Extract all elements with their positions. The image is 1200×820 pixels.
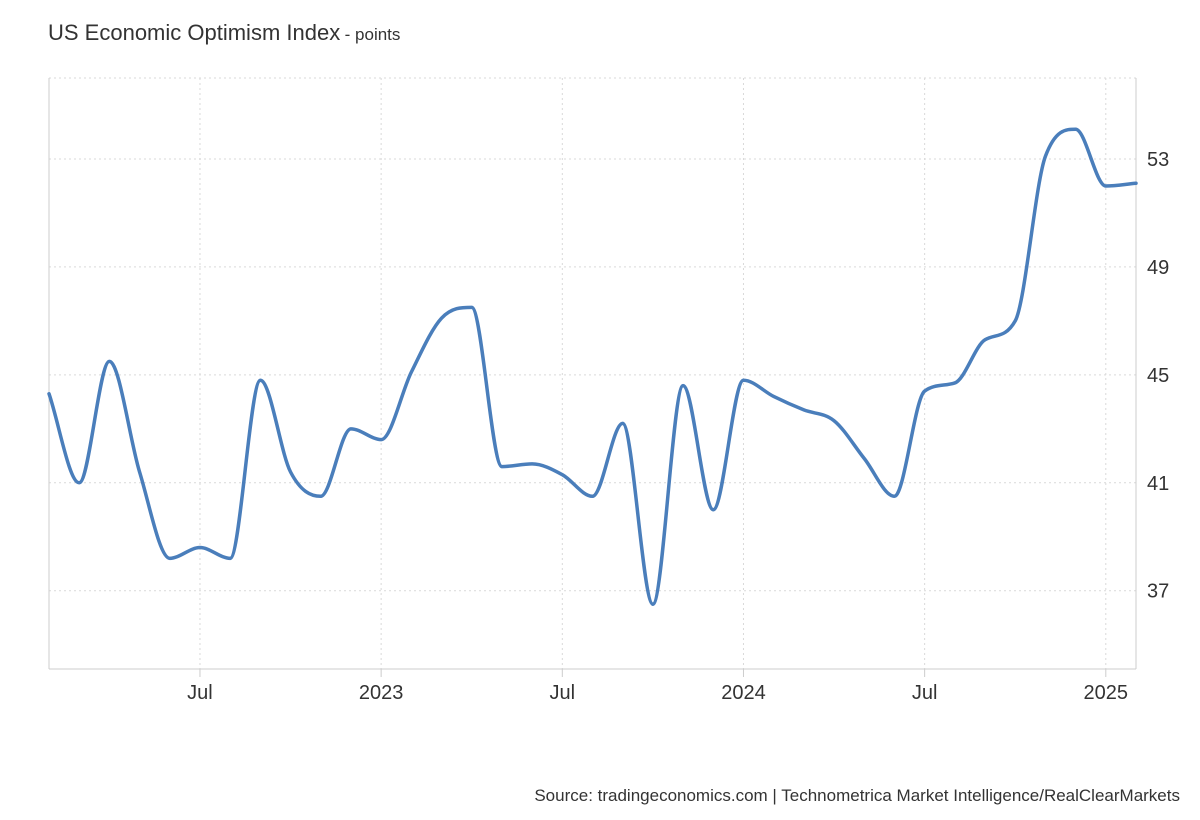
series-line (47, 127, 1138, 606)
y-tick-label: 53 (1147, 149, 1169, 171)
x-tick-label: 2024 (721, 682, 766, 704)
x-tick-label: Jul (550, 682, 576, 704)
y-axis-ticks: 37 41 45 49 53 (1147, 149, 1169, 603)
chart-title: US Economic Optimism Index (48, 20, 341, 45)
grid-lines (49, 77, 1136, 669)
source-note: Source: tradingeconomics.com | Technomet… (534, 786, 1180, 805)
y-tick-label: 45 (1147, 365, 1169, 387)
series-layer (47, 127, 1138, 606)
chart-title-block: US Economic Optimism Index - points (48, 20, 400, 46)
x-tick-label: Jul (187, 682, 213, 704)
y-tick-label: 41 (1147, 473, 1169, 495)
y-tick-label: 49 (1147, 257, 1169, 279)
x-tick-label: Jul (912, 682, 938, 704)
chart-unit: - points (344, 25, 401, 44)
y-tick-label: 37 (1147, 581, 1169, 603)
x-axis-ticks: Jul 2023 Jul 2024 Jul 2025 (187, 682, 1128, 704)
axes (48, 78, 1137, 677)
x-tick-label: 2023 (359, 682, 404, 704)
x-tick-label: 2025 (1084, 682, 1129, 704)
